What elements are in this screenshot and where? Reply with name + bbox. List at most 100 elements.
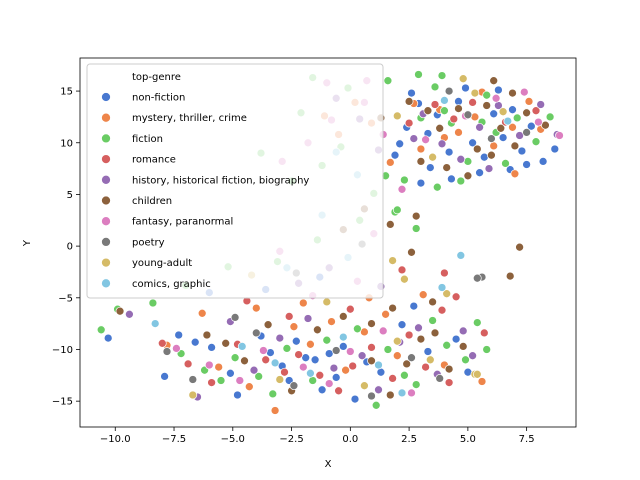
point-poetry-15 — [522, 128, 531, 137]
point-fantasy-paranormal-8 — [407, 388, 416, 398]
point-children-37 — [489, 76, 499, 86]
point-children-3 — [240, 356, 249, 366]
point-non-fiction-54 — [390, 150, 400, 160]
point-young-adult-10 — [388, 256, 397, 265]
point-young-adult-9 — [400, 274, 409, 284]
legend-entry-label: history, historical fiction, biography — [132, 175, 309, 186]
y-axis-ticks: −15 −10 −5 0 5 10 15 — [52, 87, 80, 408]
point-poetry-14 — [487, 134, 496, 143]
point-poetry-3 — [289, 381, 299, 391]
point-children-17 — [388, 303, 397, 313]
point-non-fiction-36 — [479, 152, 489, 162]
point-romance-7 — [315, 370, 325, 380]
point-poetry-7 — [435, 374, 445, 383]
x-tick-label: −2.5 — [279, 434, 303, 445]
legend-entry-label: fiction — [132, 134, 163, 145]
point-young-adult-11 — [442, 289, 452, 299]
point-children-39 — [385, 220, 395, 229]
point-fiction-43 — [501, 159, 510, 168]
point-history-historical-fiction-biography-0 — [125, 309, 134, 319]
point-mystery-thriller-crime-7 — [341, 365, 350, 375]
point-fantasy-paranormal-23 — [519, 87, 529, 97]
point-children-27 — [508, 88, 517, 98]
point-romance-20 — [397, 265, 407, 275]
point-fiction-37 — [545, 112, 555, 122]
point-comics-graphic-8 — [437, 283, 447, 292]
point-children-10 — [402, 359, 412, 369]
point-history-historical-fiction-biography-25 — [409, 134, 419, 143]
point-fiction-54 — [392, 205, 402, 215]
point-fiction-5 — [230, 353, 240, 363]
point-romance-12 — [404, 330, 414, 340]
point-history-historical-fiction-biography-20 — [475, 122, 484, 132]
point-non-fiction-17 — [338, 342, 348, 351]
point-history-historical-fiction-biography-18 — [437, 139, 447, 149]
point-mystery-thriller-crime-19 — [454, 128, 463, 137]
point-children-1 — [202, 330, 212, 340]
point-children-0 — [115, 306, 125, 316]
point-romance-9 — [348, 361, 358, 371]
point-fiction-6 — [254, 372, 264, 381]
point-children-9 — [385, 390, 395, 400]
point-romance-8 — [334, 386, 343, 396]
point-children-25 — [482, 101, 492, 110]
point-non-fiction-51 — [475, 168, 484, 178]
point-comics-graphic-2 — [270, 358, 280, 368]
x-tick-label: 0.0 — [342, 434, 358, 445]
point-history-historical-fiction-biography-10 — [414, 323, 423, 333]
point-non-fiction-40 — [517, 146, 527, 156]
point-young-adult-8 — [322, 297, 332, 307]
point-non-fiction-21 — [397, 320, 407, 330]
legend-marker — [101, 112, 111, 123]
y-tick-label: 10 — [60, 138, 73, 149]
point-fiction-35 — [512, 113, 522, 123]
point-fiction-32 — [463, 157, 473, 166]
point-children-18 — [367, 319, 376, 328]
legend-entry-label: fantasy, paranormal — [132, 217, 233, 228]
point-comics-graphic-4 — [338, 332, 348, 342]
point-fantasy-paranormal-22 — [534, 117, 543, 127]
point-history-historical-fiction-biography-8 — [374, 385, 383, 395]
x-tick-label: −5.0 — [221, 434, 245, 445]
point-fantasy-paranormal-21 — [555, 131, 564, 140]
point-fiction-9 — [308, 376, 318, 385]
point-poetry-9 — [472, 273, 482, 283]
point-children-24 — [472, 144, 482, 154]
point-comics-graphic-14 — [440, 96, 449, 105]
point-mystery-thriller-crime-11 — [418, 290, 428, 300]
point-fiction-8 — [282, 344, 292, 353]
point-children-19 — [515, 242, 524, 252]
point-non-fiction-49 — [416, 178, 426, 188]
point-fiction-29 — [411, 224, 421, 233]
point-mystery-thriller-crime-15 — [251, 303, 261, 313]
point-romance-24 — [449, 114, 459, 124]
point-fiction-39 — [430, 82, 440, 92]
point-children-32 — [463, 171, 473, 181]
point-history-historical-fiction-biography-12 — [458, 326, 468, 336]
point-comics-graphic-7 — [456, 251, 466, 260]
point-young-adult-1 — [275, 375, 285, 384]
point-mystery-thriller-crime-21 — [489, 141, 499, 151]
point-fantasy-paranormal-24 — [491, 93, 501, 103]
point-non-fiction-14 — [317, 385, 327, 395]
point-children-7 — [338, 312, 348, 321]
point-romance-0 — [157, 338, 167, 348]
point-history-historical-fiction-biography-26 — [484, 164, 494, 173]
point-mystery-thriller-crime-25 — [416, 144, 426, 154]
point-fiction-55 — [432, 182, 442, 192]
point-romance-16 — [479, 328, 489, 338]
point-fantasy-paranormal-1 — [204, 360, 214, 370]
point-comics-graphic-15 — [503, 116, 513, 126]
point-fiction-21 — [148, 298, 158, 308]
x-tick-label: −7.5 — [162, 434, 186, 445]
point-non-fiction-39 — [508, 105, 517, 115]
legend-marker — [101, 92, 111, 102]
point-non-fiction-1 — [160, 372, 169, 381]
x-axis-label: X — [325, 459, 332, 470]
legend-marker — [101, 278, 111, 289]
point-fiction-17 — [442, 340, 452, 350]
point-history-historical-fiction-biography-19 — [456, 154, 466, 164]
point-non-fiction-34 — [454, 97, 463, 106]
point-mystery-thriller-crime-13 — [477, 377, 487, 386]
